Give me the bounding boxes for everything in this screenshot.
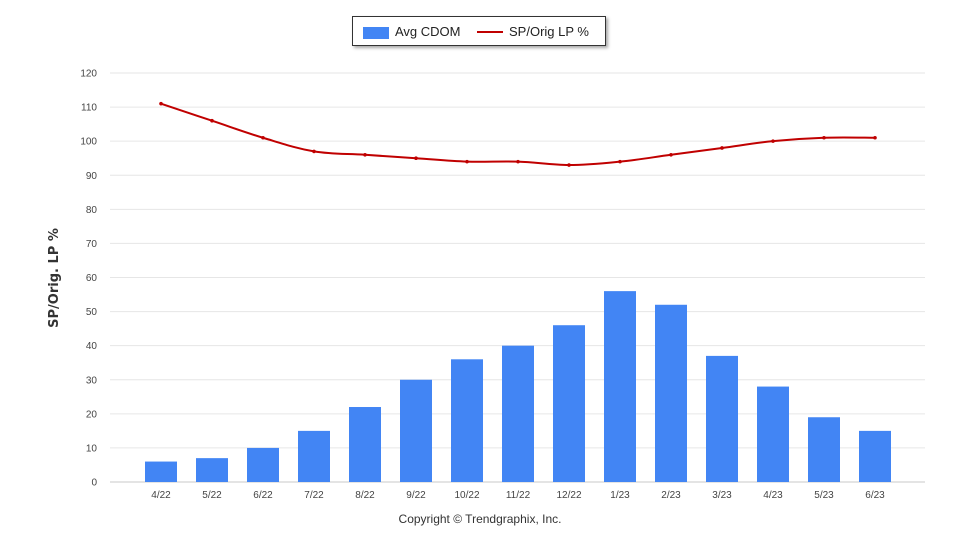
bar	[196, 458, 228, 482]
x-tick-label: 6/22	[253, 490, 273, 501]
x-tick-label: 10/22	[454, 490, 479, 501]
x-tick-label: 2/23	[661, 490, 681, 501]
legend-line-label: SP/Orig LP %	[509, 24, 589, 39]
bar	[298, 430, 330, 482]
bar	[808, 417, 840, 482]
line-point	[618, 159, 622, 164]
y-tick-label: 30	[86, 375, 98, 386]
x-tick-label: 3/23	[712, 490, 732, 501]
line-point	[261, 135, 265, 140]
x-tick-label: 8/22	[355, 490, 375, 501]
line-point	[210, 118, 214, 123]
bar	[757, 386, 789, 482]
legend: Avg CDOM SP/Orig LP %	[352, 16, 606, 46]
y-tick-label: 70	[86, 239, 98, 250]
x-tick-label: 4/22	[151, 490, 171, 501]
y-tick-label: 120	[80, 69, 97, 80]
y-tick-label: 50	[86, 307, 98, 318]
y-tick-label: 110	[81, 103, 97, 114]
line-point	[312, 149, 316, 154]
line-point	[414, 156, 418, 161]
bar	[502, 345, 534, 482]
line-point	[822, 135, 826, 140]
y-tick-label: 20	[86, 409, 98, 420]
x-tick-label: 9/22	[406, 490, 426, 501]
line-point	[567, 163, 571, 167]
y-tick-label: 40	[86, 341, 98, 352]
bar	[655, 304, 687, 482]
copyright: Copyright © Trendgraphix, Inc.	[398, 512, 562, 526]
x-tick-label: 11/22	[506, 490, 531, 501]
legend-bar-swatch	[363, 27, 389, 39]
bar	[553, 325, 585, 482]
x-tick-label: 5/23	[814, 490, 834, 501]
bar	[604, 291, 636, 482]
line-point	[159, 101, 163, 106]
x-tick-label: 7/22	[304, 490, 324, 501]
line-series	[159, 101, 877, 167]
y-tick-label: 100	[80, 137, 97, 148]
bar-series	[145, 291, 891, 482]
legend-bar-label: Avg CDOM	[395, 24, 461, 39]
y-axis-ticks: 0 10 20 30 40 50 60 70 80 90 100 110 120	[80, 69, 97, 489]
bar	[247, 447, 279, 482]
line-point	[363, 153, 367, 157]
x-tick-label: 5/22	[202, 490, 222, 501]
bar	[145, 461, 177, 482]
x-tick-label: 12/22	[556, 490, 581, 501]
line-point	[720, 146, 724, 150]
bar	[451, 359, 483, 482]
bar	[400, 379, 432, 482]
y-tick-label: 10	[86, 443, 98, 454]
x-tick-label: 4/23	[763, 490, 783, 501]
line-point	[516, 159, 520, 164]
bar	[859, 430, 891, 482]
y-tick-label: 0	[91, 478, 97, 489]
x-tick-label: 1/23	[610, 490, 630, 501]
line-point	[465, 159, 469, 164]
x-tick-label: 6/23	[865, 490, 885, 501]
bar	[706, 355, 738, 482]
y-tick-label: 60	[86, 273, 98, 284]
y-tick-label: 90	[86, 171, 98, 182]
line-path	[160, 102, 876, 167]
y-axis-label: SP/Orig. LP %	[47, 228, 62, 328]
x-axis-ticks: 4/22 5/22 6/22 7/22 8/22 9/22 10/22 11/22 12/22 1…	[151, 490, 885, 501]
legend-line-swatch	[477, 31, 503, 33]
line-point	[669, 153, 673, 157]
bar	[349, 407, 381, 482]
line-point	[771, 139, 775, 143]
line-point	[873, 135, 877, 140]
y-tick-label: 80	[86, 205, 98, 216]
